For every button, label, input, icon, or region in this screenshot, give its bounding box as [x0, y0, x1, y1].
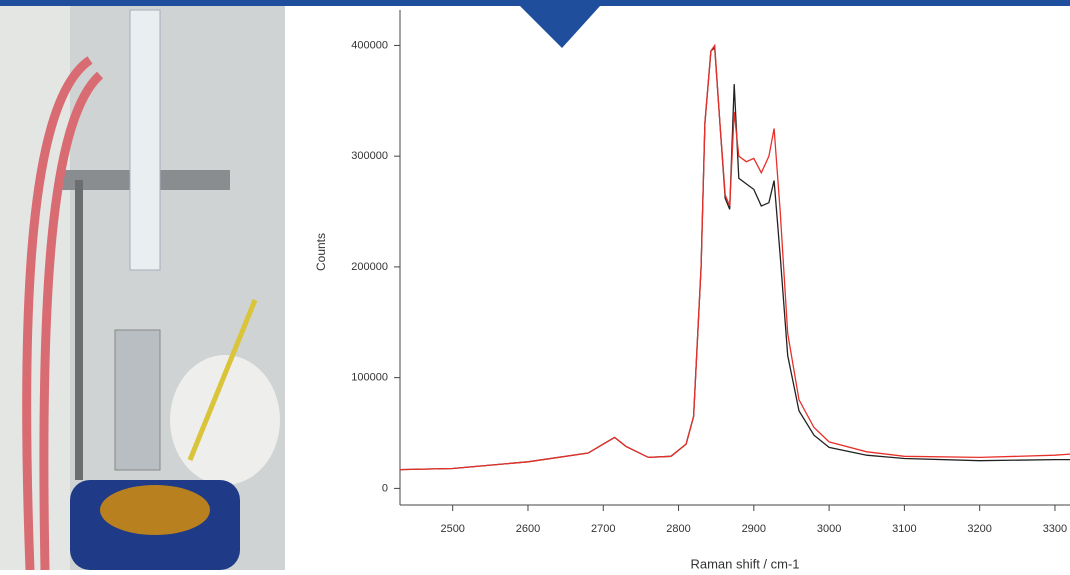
x-tick-label: 3000: [817, 523, 841, 535]
y-tick-label: 200000: [351, 261, 388, 273]
x-axis-label: Raman shift / cm-1: [690, 556, 799, 570]
x-tick-label: 2500: [440, 523, 464, 535]
y-tick-label: 0: [382, 482, 388, 494]
x-tick-label: 2700: [591, 523, 615, 535]
y-tick-label: 300000: [351, 150, 388, 162]
y-tick-label: 100000: [351, 372, 388, 384]
top-bar: [0, 0, 1070, 6]
photo: [0, 0, 285, 570]
y-axis-label: Counts: [314, 233, 328, 271]
page: Raman shift / cm-1 Counts 0 100000 200000 3…: [0, 0, 1070, 570]
x-tick-label: 3200: [967, 523, 991, 535]
x-tick-label: 3300: [1043, 523, 1067, 535]
x-tick-label: 2600: [516, 523, 540, 535]
series-line: [400, 48, 1070, 470]
pointer: [520, 6, 600, 48]
y-tick-label: 400000: [351, 39, 388, 51]
x-tick-label: 2800: [666, 523, 690, 535]
x-tick-label: 2900: [742, 523, 766, 535]
x-tick-label: 3100: [892, 523, 916, 535]
